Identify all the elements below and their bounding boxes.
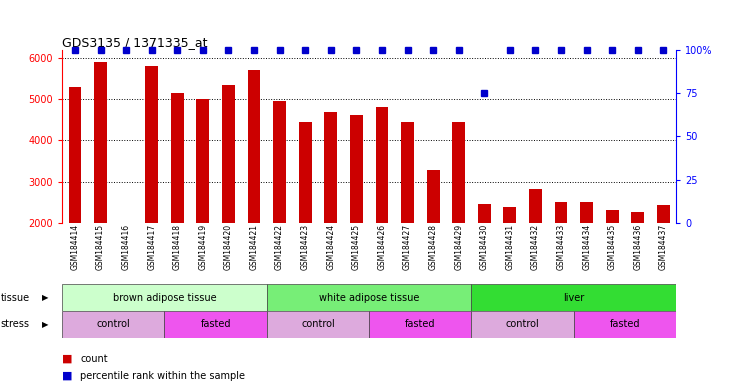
Text: GDS3135 / 1371335_at: GDS3135 / 1371335_at xyxy=(62,36,208,49)
Bar xyxy=(369,311,471,338)
Bar xyxy=(222,85,235,223)
Bar xyxy=(471,284,676,311)
Bar xyxy=(580,202,593,223)
Bar xyxy=(504,207,516,223)
Text: tissue: tissue xyxy=(1,293,30,303)
Bar xyxy=(248,71,260,223)
Bar xyxy=(529,189,542,223)
Bar xyxy=(574,311,676,338)
Bar xyxy=(69,87,81,223)
Bar xyxy=(171,93,183,223)
Text: fasted: fasted xyxy=(610,319,640,329)
Bar xyxy=(145,66,158,223)
Text: fasted: fasted xyxy=(405,319,436,329)
Bar xyxy=(606,210,618,223)
Bar xyxy=(376,107,388,223)
Bar xyxy=(267,311,369,338)
Bar xyxy=(471,311,574,338)
Text: control: control xyxy=(301,319,335,329)
Bar xyxy=(197,99,209,223)
Text: fasted: fasted xyxy=(200,319,231,329)
Text: stress: stress xyxy=(1,319,30,329)
Text: percentile rank within the sample: percentile rank within the sample xyxy=(80,371,246,381)
Text: ▶: ▶ xyxy=(42,293,49,302)
Text: brown adipose tissue: brown adipose tissue xyxy=(113,293,216,303)
Bar xyxy=(62,311,164,338)
Text: ■: ■ xyxy=(62,371,72,381)
Bar xyxy=(273,101,286,223)
Bar xyxy=(401,122,414,223)
Bar xyxy=(164,311,267,338)
Text: count: count xyxy=(80,354,108,364)
Text: control: control xyxy=(506,319,539,329)
Bar xyxy=(478,204,491,223)
Bar xyxy=(427,170,439,223)
Bar xyxy=(452,122,465,223)
Text: control: control xyxy=(96,319,130,329)
Bar xyxy=(350,115,363,223)
Bar xyxy=(325,112,337,223)
Bar xyxy=(267,284,471,311)
Text: liver: liver xyxy=(563,293,585,303)
Text: ▶: ▶ xyxy=(42,320,49,329)
Text: white adipose tissue: white adipose tissue xyxy=(319,293,420,303)
Bar xyxy=(62,284,267,311)
Bar xyxy=(555,202,567,223)
Bar xyxy=(657,205,670,223)
Bar xyxy=(94,62,107,223)
Bar xyxy=(632,212,644,223)
Text: ■: ■ xyxy=(62,354,72,364)
Bar xyxy=(299,122,311,223)
